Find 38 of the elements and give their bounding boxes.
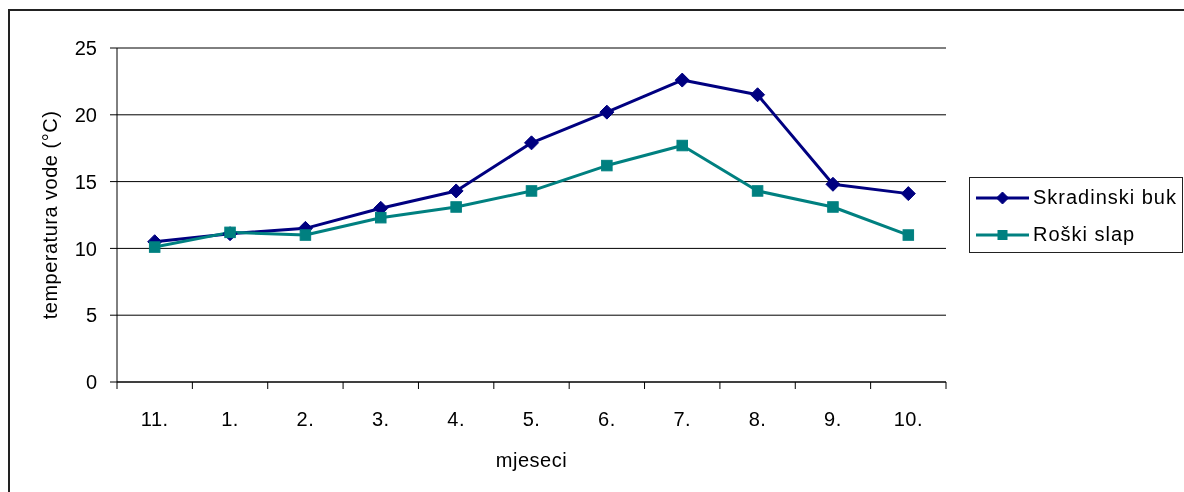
x-tick-label: 10. — [893, 408, 923, 430]
point — [601, 159, 613, 172]
point — [148, 241, 161, 253]
point — [902, 229, 915, 241]
point — [525, 185, 538, 197]
y-tick-label: 10 — [74, 237, 97, 260]
x-tick-label: 1. — [221, 408, 239, 430]
y-axis-title: temperatura vode (°C) — [39, 110, 61, 320]
point — [825, 176, 841, 192]
point — [299, 229, 312, 241]
point — [676, 139, 688, 152]
point — [599, 104, 615, 120]
x-tick-label: 5. — [522, 408, 541, 430]
point — [751, 185, 764, 197]
x-tick-label: 6. — [598, 408, 616, 430]
y-tick-label: 25 — [74, 37, 97, 60]
x-tick-label: 3. — [371, 408, 390, 430]
x-tick-label: 11. — [140, 408, 169, 430]
x-tick-label: 4. — [447, 408, 465, 430]
point — [674, 72, 690, 88]
y-tick-label: 0 — [85, 371, 97, 394]
point — [524, 135, 539, 151]
point — [448, 183, 464, 199]
point — [750, 87, 766, 103]
point — [375, 211, 387, 224]
point — [900, 186, 916, 202]
point — [827, 201, 839, 213]
y-tick-label: 20 — [74, 103, 97, 126]
x-tick-label: 7. — [673, 408, 692, 430]
x-tick-label: 2. — [296, 408, 315, 430]
x-axis-title: mjeseci — [495, 449, 568, 471]
y-tick-label: 5 — [85, 304, 97, 327]
x-tick-label: 9. — [824, 408, 842, 430]
legend-label: Roški slap — [1032, 223, 1136, 246]
x-tick-label: 8. — [748, 408, 767, 430]
y-tick-label: 15 — [74, 170, 97, 193]
legend-label: Skradinski buk — [1032, 186, 1177, 209]
point — [450, 201, 462, 213]
